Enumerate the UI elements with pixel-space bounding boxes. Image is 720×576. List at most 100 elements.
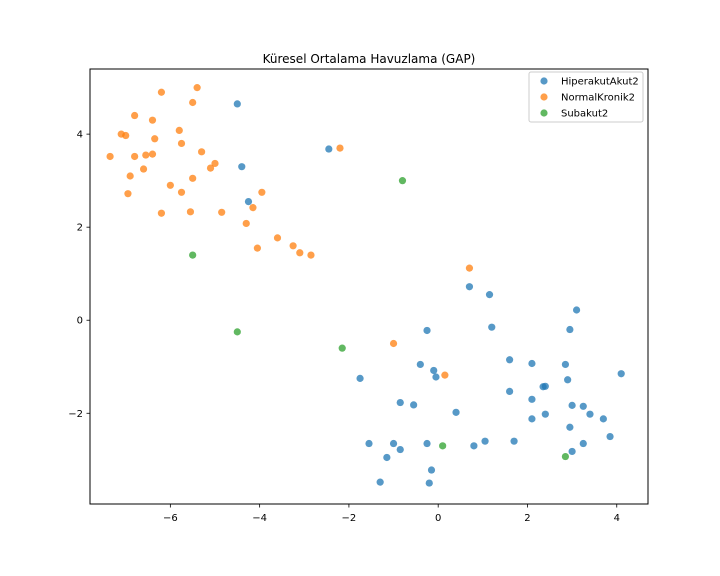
point-normalkronik2	[189, 98, 197, 107]
x-tick-label: 2	[524, 513, 530, 524]
point-normalkronik2	[186, 208, 195, 216]
point-normalkronik2	[198, 148, 206, 156]
point-hiperakutakut2	[572, 306, 581, 314]
point-hiperakutakut2	[465, 283, 474, 291]
point-hiperakutakut2	[430, 366, 438, 375]
point-hiperakutakut2	[425, 479, 433, 487]
point-normalkronik2	[206, 164, 215, 172]
point-hiperakutakut2	[561, 360, 570, 369]
point-normalkronik2	[218, 208, 226, 216]
point-hiperakutakut2	[541, 410, 549, 418]
point-hiperakutakut2	[427, 466, 436, 474]
point-hiperakutakut2	[416, 360, 424, 369]
point-normalkronik2	[122, 131, 130, 140]
legend-marker-subakut2	[540, 109, 548, 117]
point-normalkronik2	[441, 371, 449, 379]
point-normalkronik2	[142, 151, 150, 159]
point-subakut2	[398, 177, 407, 185]
point-hiperakutakut2	[365, 439, 373, 448]
chart-title: Küresel Ortalama Havuzlama (GAP)	[263, 52, 476, 66]
point-normalkronik2	[211, 159, 219, 168]
plot-area: −6 −4 −2 0 2 4 −2 0 2 4	[68, 68, 649, 524]
point-normalkronik2	[465, 264, 474, 272]
point-hiperakutakut2	[410, 401, 418, 409]
point-hiperakutakut2	[396, 398, 404, 407]
point-subakut2	[338, 344, 346, 352]
point-normalkronik2	[177, 188, 186, 196]
x-tick-label: −2	[342, 513, 357, 524]
point-hiperakutakut2	[233, 100, 241, 108]
point-normalkronik2	[258, 188, 266, 196]
point-hiperakutakut2	[617, 370, 625, 378]
plot-border	[89, 68, 649, 505]
point-normalkronik2	[106, 152, 114, 161]
point-hiperakutakut2	[485, 291, 494, 299]
point-subakut2	[439, 442, 447, 450]
point-normalkronik2	[249, 204, 257, 212]
legend-label-hiperakutakut2: HiperakutAkut2	[561, 77, 639, 88]
point-hiperakutakut2	[383, 453, 391, 462]
point-normalkronik2	[296, 249, 304, 257]
point-hiperakutakut2	[568, 447, 576, 456]
point-normalkronik2	[273, 234, 282, 242]
point-normalkronik2	[124, 190, 132, 198]
legend-marker-normalkronik2	[540, 93, 548, 101]
point-normalkronik2	[189, 174, 197, 182]
y-tick-label: 2	[77, 223, 83, 234]
legend-marker-hiperakutakut2	[540, 77, 548, 85]
point-normalkronik2	[166, 181, 174, 189]
point-hiperakutakut2	[432, 373, 440, 381]
point-subakut2	[233, 328, 241, 336]
legend-label-normalkronik2: NormalKronik2	[561, 93, 635, 104]
point-hiperakutakut2	[506, 387, 514, 396]
point-hiperakutakut2	[528, 359, 536, 368]
legend: HiperakutAkut2 NormalKronik2 Subakut2	[528, 71, 644, 123]
point-hiperakutakut2	[389, 439, 398, 448]
point-normalkronik2	[336, 144, 344, 152]
point-hiperakutakut2	[568, 401, 576, 409]
point-hiperakutakut2	[541, 382, 549, 390]
point-hiperakutakut2	[470, 442, 478, 450]
x-tick-label: −6	[163, 513, 178, 524]
point-subakut2	[189, 251, 197, 259]
point-normalkronik2	[139, 165, 148, 173]
x-tick-label: 4	[614, 513, 620, 524]
point-hiperakutakut2	[579, 439, 587, 448]
point-hiperakutakut2	[579, 402, 587, 410]
point-normalkronik2	[157, 209, 166, 217]
point-hiperakutakut2	[356, 374, 364, 382]
point-hiperakutakut2	[586, 410, 594, 418]
y-tick-label: 0	[77, 316, 83, 327]
x-tick-label: 0	[435, 513, 441, 524]
point-hiperakutakut2	[566, 423, 574, 431]
point-hiperakutakut2	[528, 415, 536, 423]
point-hiperakutakut2	[564, 376, 572, 384]
point-hiperakutakut2	[423, 439, 431, 448]
point-hiperakutakut2	[506, 356, 514, 364]
y-tick-label: 4	[77, 130, 83, 141]
point-hiperakutakut2	[452, 408, 460, 416]
y-tick-label: −2	[68, 409, 83, 420]
point-hiperakutakut2	[528, 395, 536, 403]
legend-box	[528, 71, 644, 123]
x-tick-label: −4	[252, 513, 267, 524]
point-hiperakutakut2	[376, 478, 384, 486]
plot-background	[90, 69, 648, 504]
point-normalkronik2	[126, 172, 134, 180]
point-normalkronik2	[175, 126, 183, 135]
point-hiperakutakut2	[325, 145, 333, 153]
point-normalkronik2	[131, 152, 139, 161]
point-hiperakutakut2	[606, 432, 614, 441]
point-normalkronik2	[253, 244, 261, 252]
point-hiperakutakut2	[423, 326, 431, 335]
point-hiperakutakut2	[566, 325, 574, 334]
point-hiperakutakut2	[510, 437, 518, 445]
axis-ticks: −6 −4 −2 0 2 4 −2 0 2 4	[68, 130, 620, 524]
point-normalkronik2	[157, 88, 166, 96]
point-normalkronik2	[131, 111, 139, 120]
point-normalkronik2	[177, 139, 186, 148]
point-normalkronik2	[307, 251, 315, 259]
scatter-points	[106, 84, 625, 487]
point-subakut2	[561, 452, 570, 461]
